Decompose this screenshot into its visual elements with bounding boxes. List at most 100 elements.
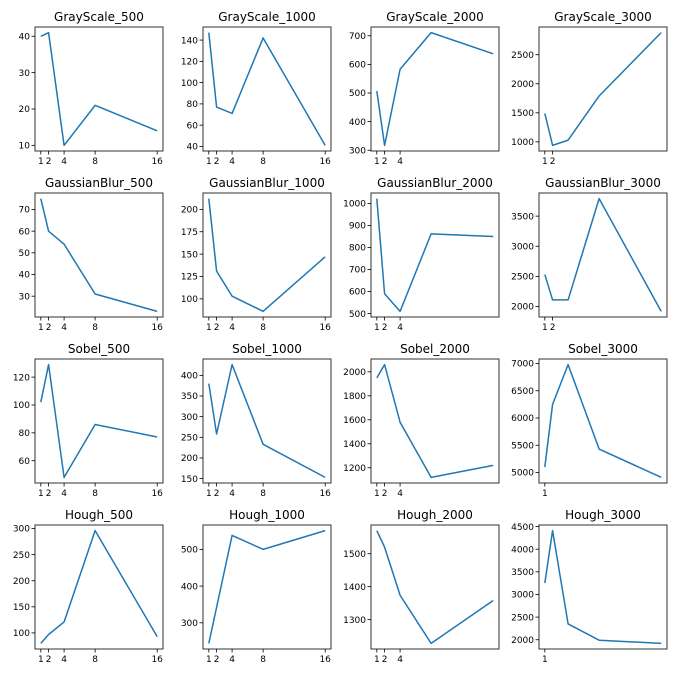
y-tick-label: 100	[13, 401, 30, 411]
y-tick-label: 30	[19, 292, 31, 302]
y-tick-label: 150	[181, 250, 198, 260]
y-tick-label: 400	[181, 582, 198, 592]
y-tick-label: 300	[349, 146, 366, 156]
series-line	[208, 529, 326, 644]
series-line	[544, 363, 662, 479]
y-tick-label: 50	[19, 249, 31, 259]
x-tick-label: 1	[542, 157, 548, 167]
subplot-title: Sobel_2000	[400, 342, 470, 356]
y-tick-label: 300	[181, 619, 198, 629]
series-line	[40, 198, 158, 313]
series-line	[208, 363, 326, 479]
x-tick-label: 2	[550, 157, 556, 167]
y-tick-label: 4000	[511, 545, 534, 555]
y-tick-label: 5000	[511, 469, 534, 479]
x-tick-label: 16	[319, 323, 331, 333]
y-tick-label: 250	[13, 551, 30, 561]
x-tick-label: 8	[92, 157, 98, 167]
plot-frame	[538, 358, 668, 484]
y-tick-label: 7000	[511, 360, 534, 370]
y-tick-label: 1600	[343, 416, 366, 426]
y-tick-label: 1400	[343, 440, 366, 450]
x-tick-label: 1	[542, 489, 548, 499]
y-tick-label: 1300	[343, 616, 366, 626]
y-tick-label: 2000	[511, 303, 534, 313]
subplot: GrayScale_1000 40 60 80 100 120 140 1 2 4 8 16	[181, 10, 332, 167]
plot-frame	[370, 358, 500, 484]
y-tick-label: 1800	[343, 392, 366, 402]
x-tick-label: 8	[92, 323, 98, 333]
x-tick-label: 2	[46, 323, 52, 333]
y-tick-label: 60	[19, 457, 31, 467]
y-tick-label: 1400	[343, 583, 366, 593]
subplot: GrayScale_2000 300 400 500 600 700 1 2 4	[349, 10, 500, 167]
x-tick-label: 8	[260, 323, 266, 333]
x-tick-label: 8	[260, 489, 266, 499]
x-tick-label: 8	[92, 489, 98, 499]
x-tick-label: 1	[38, 157, 44, 167]
series-line	[544, 197, 662, 312]
x-tick-label: 2	[214, 489, 220, 499]
x-tick-label: 1	[206, 157, 212, 167]
y-tick-label: 1500	[511, 109, 534, 119]
y-tick-label: 500	[349, 89, 366, 99]
series-line	[40, 31, 158, 147]
x-tick-label: 4	[397, 655, 403, 665]
subplot: GaussianBlur_500 30 40 50 60 70 1 2 4 8 16	[19, 176, 164, 333]
x-tick-label: 2	[382, 157, 388, 167]
subplot-title: Sobel_1000	[232, 342, 302, 356]
y-tick-label: 300	[13, 525, 30, 535]
y-tick-label: 400	[349, 118, 366, 128]
x-tick-label: 1	[38, 323, 44, 333]
y-tick-label: 100	[181, 295, 198, 305]
subplot: Sobel_2000 1200 1400 1600 1800 2000 1 2 4	[343, 342, 500, 499]
y-tick-label: 2500	[511, 273, 534, 283]
y-tick-label: 100	[181, 79, 198, 89]
series-line	[376, 530, 494, 645]
subplot: Sobel_1000 150 200 250 300 350 400 1 2 4 8 16	[181, 342, 332, 499]
series-line	[544, 529, 662, 645]
x-tick-label: 1	[38, 489, 44, 499]
x-tick-label: 8	[92, 655, 98, 665]
subplot: Hough_2000 1300 1400 1500 1 2 4	[343, 508, 500, 665]
y-tick-label: 1000	[511, 138, 534, 148]
y-tick-label: 100	[13, 629, 30, 639]
x-tick-label: 16	[151, 323, 163, 333]
y-tick-label: 800	[349, 244, 366, 254]
y-tick-label: 30	[19, 69, 31, 79]
y-tick-label: 80	[19, 429, 31, 439]
x-tick-label: 4	[61, 489, 67, 499]
x-tick-label: 1	[38, 655, 44, 665]
y-tick-label: 125	[181, 273, 198, 283]
y-tick-label: 5500	[511, 441, 534, 451]
y-tick-label: 150	[13, 603, 30, 613]
subplot: Sobel_500 60 80 100 120 1 2 4 8 16	[13, 342, 164, 499]
y-tick-label: 175	[181, 228, 198, 238]
y-tick-label: 2000	[511, 636, 534, 646]
x-tick-label: 16	[151, 157, 163, 167]
x-tick-label: 2	[214, 323, 220, 333]
plot-frame	[34, 192, 164, 318]
subplot: GaussianBlur_2000 500 600 700 800 900 1000 1 2 4	[343, 176, 500, 333]
plot-frame	[34, 26, 164, 152]
subplot: GaussianBlur_1000 100 125 150 175 200 1 2 4 8 16	[181, 176, 332, 333]
x-tick-label: 1	[542, 655, 548, 665]
x-tick-label: 8	[260, 655, 266, 665]
x-tick-label: 2	[46, 655, 52, 665]
y-tick-label: 2000	[511, 80, 534, 90]
y-tick-label: 140	[181, 36, 198, 46]
series-line	[40, 529, 158, 644]
y-tick-label: 200	[181, 206, 198, 216]
x-tick-label: 2	[46, 489, 52, 499]
x-tick-label: 1	[206, 323, 212, 333]
x-tick-label: 1	[374, 655, 380, 665]
y-tick-label: 2500	[511, 613, 534, 623]
subplot: Hough_1000 300 400 500 1 2 4 8 16	[181, 508, 332, 665]
y-tick-label: 400	[181, 372, 198, 382]
y-tick-label: 600	[349, 288, 366, 298]
x-tick-label: 1	[206, 489, 212, 499]
x-tick-label: 1	[542, 323, 548, 333]
subplot-title: GaussianBlur_3000	[545, 176, 661, 190]
y-tick-label: 350	[181, 392, 198, 402]
